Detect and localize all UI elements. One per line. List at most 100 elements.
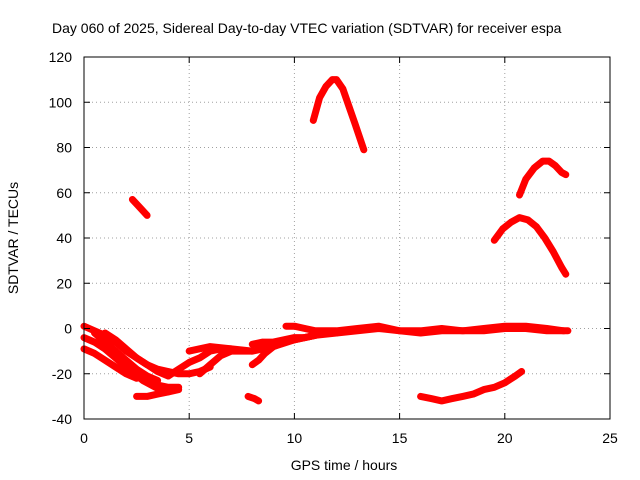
data-point [539, 157, 546, 165]
data-point [449, 395, 456, 402]
data-point [217, 345, 224, 353]
series-arc-flat-upper [282, 322, 568, 335]
data-point [143, 212, 151, 219]
data-point [562, 271, 569, 278]
data-point [438, 325, 445, 332]
data-point [261, 350, 269, 357]
data-point [438, 397, 445, 405]
grid-lines [84, 57, 610, 419]
data-point [310, 117, 317, 124]
data-point [112, 347, 119, 355]
series-layer [80, 76, 572, 405]
data-point [333, 76, 340, 83]
data-point [339, 85, 346, 92]
data-point [282, 323, 290, 330]
x-tick-label: 15 [392, 430, 408, 446]
data-point [133, 354, 140, 362]
data-point [143, 393, 151, 400]
x-tick-label: 20 [497, 430, 513, 446]
data-point [491, 384, 498, 391]
data-point [512, 372, 519, 380]
data-point [217, 352, 224, 359]
data-point [417, 393, 424, 400]
data-point [550, 248, 557, 255]
y-axis-label: SDTVAR / TECUs [5, 182, 21, 294]
data-point [143, 372, 151, 380]
data-point [522, 176, 529, 183]
data-point [129, 196, 136, 203]
data-point [545, 157, 553, 165]
data-point [291, 323, 298, 330]
data-point [345, 103, 353, 111]
data-point [101, 329, 109, 337]
data-point [354, 325, 361, 332]
data-point [518, 368, 525, 375]
data-point [533, 223, 540, 230]
data-point [375, 323, 382, 330]
data-point [133, 366, 140, 373]
data-point [322, 83, 330, 90]
series-arc-bump-noon [309, 76, 368, 154]
data-point [516, 191, 523, 199]
data-point [516, 214, 523, 221]
data-point [112, 363, 119, 371]
data-point [175, 386, 182, 393]
data-point [558, 264, 565, 271]
data-point [491, 237, 498, 244]
x-tick-label: 10 [287, 430, 303, 446]
data-point [499, 225, 506, 233]
data-point [541, 234, 548, 242]
data-point [562, 171, 569, 178]
data-point [396, 327, 403, 334]
y-tick-label: 120 [49, 49, 73, 65]
data-point [249, 361, 256, 368]
data-point [522, 323, 529, 330]
data-point [470, 390, 477, 398]
data-point [259, 338, 266, 346]
data-point [280, 336, 288, 343]
data-point [238, 347, 245, 355]
y-tick-label: -20 [52, 366, 72, 382]
data-point [186, 359, 193, 366]
data-point [428, 395, 435, 402]
data-point [196, 354, 203, 362]
data-point [154, 377, 161, 384]
data-point [186, 370, 193, 377]
x-tick-label: 5 [185, 430, 193, 446]
data-point [360, 146, 367, 153]
data-point [207, 361, 214, 368]
y-tick-label: 40 [56, 230, 72, 246]
y-tick-label: 60 [56, 185, 72, 201]
data-point [101, 338, 109, 346]
data-point [175, 370, 182, 377]
y-tick-label: 20 [56, 275, 72, 291]
data-point [154, 366, 161, 373]
data-point [249, 347, 256, 355]
y-tick-label: 80 [56, 140, 72, 156]
axis-ticks: 0 5 10 15 20 25 -40 -20 0 20 40 60 80 100 120 [49, 49, 618, 446]
data-point [560, 327, 567, 334]
data-point [139, 377, 147, 384]
data-point [91, 350, 98, 357]
x-tick-label: 0 [80, 430, 88, 446]
data-point [459, 393, 466, 400]
x-axis-label: GPS time / hours [291, 457, 398, 473]
data-point [417, 327, 424, 334]
data-point [165, 368, 172, 375]
data-point [480, 325, 487, 332]
data-point [112, 336, 119, 343]
data-point [301, 325, 309, 332]
data-point [543, 325, 551, 332]
data-point [148, 381, 155, 389]
chart-title: Day 060 of 2025, Sidereal Day-to-day VTE… [52, 20, 562, 36]
y-tick-label: -40 [52, 411, 72, 427]
data-point [244, 393, 252, 400]
data-point [101, 357, 109, 364]
data-point [507, 219, 515, 226]
data-point [301, 334, 309, 341]
data-point [270, 338, 277, 346]
data-point [249, 341, 256, 348]
y-tick-label: 100 [49, 94, 73, 110]
y-tick-label: 0 [64, 321, 72, 337]
